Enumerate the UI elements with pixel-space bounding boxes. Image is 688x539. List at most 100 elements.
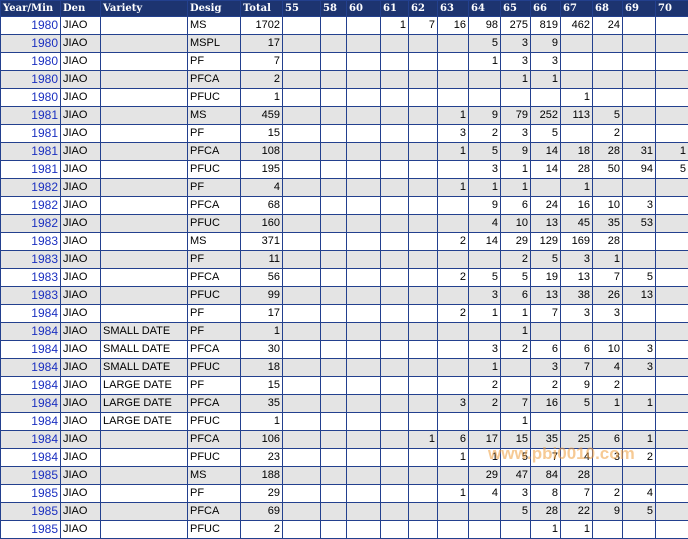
count-cell: 2 (438, 233, 469, 251)
count-cell: 35 (593, 215, 623, 233)
count-cell (593, 89, 623, 107)
variety-cell: LARGE DATE (101, 395, 188, 413)
count-cell (623, 107, 656, 125)
column-header: Year/Min (1, 1, 61, 17)
total-cell: 35 (241, 395, 283, 413)
count-cell (409, 305, 438, 323)
count-cell (438, 287, 469, 305)
den-cell: JIAO (61, 17, 101, 35)
count-cell: 3 (593, 305, 623, 323)
count-cell (561, 71, 593, 89)
count-cell (409, 89, 438, 107)
count-cell (409, 323, 438, 341)
count-cell: 1 (438, 485, 469, 503)
count-cell (531, 413, 561, 431)
count-cell (656, 377, 688, 395)
variety-cell (101, 89, 188, 107)
count-cell (409, 179, 438, 197)
count-cell (321, 233, 347, 251)
total-cell: 17 (241, 35, 283, 53)
column-header: 55 (283, 1, 321, 17)
den-cell: JIAO (61, 125, 101, 143)
total-cell: 2 (241, 521, 283, 539)
count-cell: 129 (531, 233, 561, 251)
count-cell (283, 341, 321, 359)
count-cell (656, 341, 688, 359)
count-cell (531, 179, 561, 197)
variety-cell: SMALL DATE (101, 341, 188, 359)
count-cell: 24 (593, 17, 623, 35)
count-cell (381, 485, 409, 503)
total-cell: 459 (241, 107, 283, 125)
count-cell (283, 449, 321, 467)
count-cell (381, 179, 409, 197)
den-cell: JIAO (61, 53, 101, 71)
column-header: 58 (321, 1, 347, 17)
count-cell (409, 215, 438, 233)
count-cell: 4 (469, 215, 501, 233)
variety-cell (101, 197, 188, 215)
count-cell (409, 107, 438, 125)
count-cell (409, 161, 438, 179)
year-cell: 1984 (1, 377, 61, 395)
year-cell: 1984 (1, 341, 61, 359)
count-cell (656, 89, 688, 107)
count-cell: 4 (469, 485, 501, 503)
count-cell (438, 341, 469, 359)
year-cell: 1983 (1, 287, 61, 305)
count-cell (593, 413, 623, 431)
count-cell: 94 (623, 161, 656, 179)
count-cell (347, 107, 381, 125)
desig-cell: PFUC (188, 521, 241, 539)
count-cell (283, 215, 321, 233)
count-cell (469, 251, 501, 269)
count-cell (656, 35, 688, 53)
count-cell (347, 431, 381, 449)
count-cell (623, 251, 656, 269)
count-cell: 1 (438, 449, 469, 467)
count-cell (347, 89, 381, 107)
year-cell: 1981 (1, 161, 61, 179)
count-cell: 2 (593, 125, 623, 143)
variety-cell (101, 107, 188, 125)
count-cell (381, 521, 409, 539)
count-cell (381, 395, 409, 413)
count-cell (623, 233, 656, 251)
count-cell (409, 485, 438, 503)
desig-cell: PFUC (188, 413, 241, 431)
count-cell (469, 323, 501, 341)
count-cell (283, 143, 321, 161)
count-cell (321, 35, 347, 53)
total-cell: 17 (241, 305, 283, 323)
year-cell: 1984 (1, 323, 61, 341)
count-cell (283, 125, 321, 143)
column-header: 67 (561, 1, 593, 17)
variety-cell (101, 125, 188, 143)
count-cell (347, 215, 381, 233)
count-cell: 6 (561, 341, 593, 359)
count-cell (438, 503, 469, 521)
total-cell: 371 (241, 233, 283, 251)
count-cell (283, 323, 321, 341)
count-cell (283, 395, 321, 413)
den-cell: JIAO (61, 233, 101, 251)
count-cell (593, 53, 623, 71)
count-cell: 2 (469, 125, 501, 143)
count-cell: 9 (501, 143, 531, 161)
count-cell: 14 (531, 161, 561, 179)
total-cell: 68 (241, 197, 283, 215)
year-cell: 1980 (1, 35, 61, 53)
year-cell: 1985 (1, 485, 61, 503)
count-cell: 22 (561, 503, 593, 521)
year-cell: 1980 (1, 71, 61, 89)
column-header: 64 (469, 1, 501, 17)
count-cell (381, 161, 409, 179)
count-cell: 2 (469, 395, 501, 413)
den-cell: JIAO (61, 449, 101, 467)
count-cell (409, 287, 438, 305)
